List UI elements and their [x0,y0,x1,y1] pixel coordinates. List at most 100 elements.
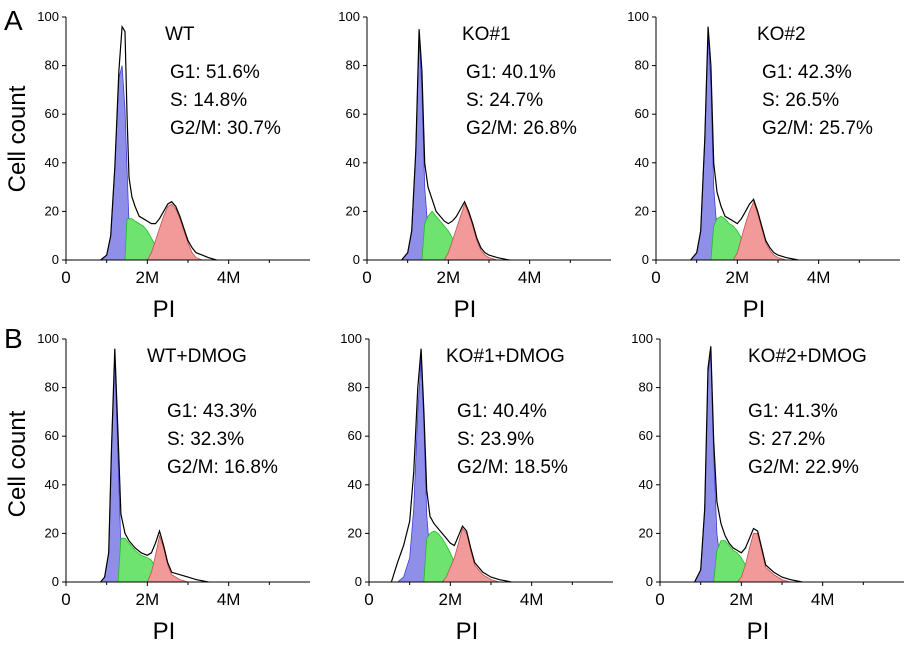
y-tick-label: 80 [346,58,360,73]
y-tick-label: 60 [348,428,362,443]
phase-percentage: S: 26.5% [762,90,839,111]
y-tick-label: 40 [346,155,360,170]
y-tick-label: 100 [338,9,360,24]
phase-percentage: G1: 41.3% [748,401,838,422]
histogram-panel-5: 0 20 40 60 80 100 0 2M 4M PI KO#1+DMOG G1: 40.4% S: … [340,331,613,645]
xlabel: PI [454,296,477,323]
phase-percentage: G2/M: 25.7% [762,118,873,139]
y-tick-label: 20 [346,203,360,218]
y-tick-label: 0 [52,574,59,589]
sample-title: KO#1+DMOG [446,346,565,367]
xlabel: PI [456,618,479,645]
x-tick-label: 4M [811,590,835,609]
histogram-panel-3: 0 20 40 60 80 100 0 2M 4M PI KO#2 G1: 42.3% S: 26.5%… [627,9,900,323]
y-tick-label: 60 [635,106,649,121]
y-tick-label: 100 [631,331,653,346]
y-tick-label: 80 [45,58,59,73]
sample-title: KO#1 [462,24,511,45]
phase-percentage: G2/M: 16.8% [167,457,278,478]
x-tick-label: 2M [439,590,463,609]
x-tick-label: 4M [518,268,542,287]
panel-letter-b: B [4,323,23,354]
y-tick-label: 80 [348,380,362,395]
y-tick-label: 100 [37,331,59,346]
y-tick-label: 60 [45,428,59,443]
y-tick-label: 20 [348,525,362,540]
phase-percentage: G2/M: 22.9% [748,457,859,478]
x-tick-label: 0 [651,268,660,287]
y-tick-label: 100 [627,9,649,24]
phase-percentage: G1: 43.3% [167,401,257,422]
histogram-panel-4: 0 20 40 60 80 100 0 2M 4M PI WT+DMOG G1: 43.3% S: 32… [37,331,310,645]
xlabel: PI [153,618,176,645]
phase-percentage: G1: 42.3% [762,62,852,83]
y-tick-label: 20 [635,203,649,218]
x-tick-label: 4M [807,268,831,287]
x-tick-label: 2M [730,590,754,609]
sample-title: WT [165,24,195,45]
y-tick-label: 100 [340,331,362,346]
total-histogram-line [401,29,510,261]
y-tick-label: 60 [346,106,360,121]
y-tick-label: 80 [635,58,649,73]
x-tick-label: 2M [136,590,160,609]
x-tick-label: 0 [655,590,664,609]
x-tick-label: 0 [364,590,373,609]
sample-title: WT+DMOG [147,346,247,367]
phase-percentage: S: 32.3% [167,429,244,450]
phase-percentage: S: 27.2% [748,429,825,450]
y-tick-label: 100 [37,9,59,24]
y-tick-label: 40 [45,155,59,170]
y-tick-label: 60 [639,428,653,443]
phase-percentage: G2/M: 26.8% [466,118,577,139]
y-tick-label: 80 [639,380,653,395]
sample-title: KO#2+DMOG [748,346,867,367]
phase-percentage: S: 23.9% [457,429,534,450]
histogram-panels: 0 20 40 60 80 100 0 2M 4M PI WT G1: 51.6% S: 14.8% G2… [37,9,904,645]
phase-percentage: G2/M: 18.5% [457,457,568,478]
sample-title: KO#2 [757,24,806,45]
y-tick-label: 40 [639,477,653,492]
phase-percentage: G1: 40.1% [466,62,556,83]
x-tick-label: 2M [136,268,160,287]
x-tick-label: 4M [217,268,241,287]
phase-percentage: G1: 40.4% [457,401,547,422]
y-tick-label: 20 [639,525,653,540]
x-tick-label: 2M [437,268,461,287]
y-tick-label: 60 [45,106,59,121]
y-tick-label: 0 [52,252,59,267]
y-tick-label: 40 [348,477,362,492]
xlabel: PI [153,296,176,323]
y-tick-label: 80 [45,380,59,395]
y-tick-label: 0 [353,252,360,267]
phase-percentage: S: 24.7% [466,90,543,111]
total-histogram-line [390,348,512,583]
y-tick-label: 0 [646,574,653,589]
y-tick-label: 40 [635,155,649,170]
y-tick-label: 40 [45,477,59,492]
total-histogram-line [100,348,209,583]
ylabel-row-b: Cell count [4,410,31,517]
phase-percentage: S: 14.8% [170,90,247,111]
phase-percentage: G1: 51.6% [170,62,260,83]
x-tick-label: 0 [362,268,371,287]
total-histogram-line [100,24,217,261]
y-tick-label: 20 [45,203,59,218]
total-histogram-line [690,26,799,261]
ylabel-row-a: Cell count [4,85,31,192]
histogram-panel-1: 0 20 40 60 80 100 0 2M 4M PI WT G1: 51.6% S: 14.8% G2… [37,9,310,323]
x-tick-label: 4M [520,590,544,609]
y-tick-label: 0 [642,252,649,267]
xlabel: PI [747,618,770,645]
total-histogram-line [694,346,803,583]
phase-percentage: G2/M: 30.7% [170,118,281,139]
y-tick-label: 20 [45,525,59,540]
xlabel: PI [743,296,766,323]
x-tick-label: 0 [61,268,70,287]
x-tick-label: 0 [61,590,70,609]
histogram-panel-2: 0 20 40 60 80 100 0 2M 4M PI KO#1 G1: 40.1% S: 24.7%… [338,9,611,323]
y-tick-label: 0 [355,574,362,589]
x-tick-label: 2M [726,268,750,287]
x-tick-label: 4M [217,590,241,609]
